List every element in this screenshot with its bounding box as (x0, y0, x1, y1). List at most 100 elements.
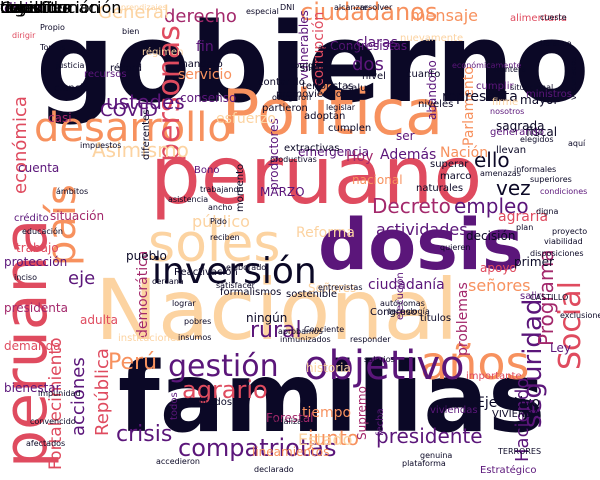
cloud-word: inmunizados (280, 335, 331, 344)
cloud-word: DNI (280, 3, 295, 12)
cloud-word: dos (352, 54, 384, 75)
cloud-word: nosotros (490, 107, 525, 116)
cloud-word: objetivo (304, 343, 465, 389)
cloud-word: económica (10, 96, 31, 194)
cloud-word: Conciente (304, 325, 345, 334)
cloud-word: amenazas (480, 169, 521, 178)
cloud-word: Política (222, 76, 444, 149)
cloud-word: soles (148, 214, 281, 274)
cloud-word: superiores (530, 175, 572, 184)
cloud-word: partieron (262, 103, 308, 114)
cloud-word: bienestar (4, 381, 61, 395)
cloud-word: Fortalecimiento (46, 337, 66, 470)
cloud-word: mayor (520, 93, 559, 107)
cloud-word: mensaje (410, 6, 478, 25)
cloud-word: Propio (40, 23, 65, 32)
cloud-word: Además (380, 147, 437, 163)
cloud-word: Asimismo (92, 138, 189, 162)
cloud-word: Ejecutivo (476, 395, 541, 411)
cloud-word: consenso (180, 91, 237, 105)
cloud-word: TERRORES (498, 447, 542, 456)
cloud-word: exclusiones (560, 311, 600, 320)
cloud-word: eje (68, 268, 96, 289)
cloud-word: dosis (318, 204, 524, 286)
cloud-word: señores (468, 276, 531, 295)
cloud-word: cuenta (18, 161, 60, 175)
cloud-word: tecnología (388, 307, 430, 316)
cloud-word: cumplen (328, 123, 372, 134)
cloud-word: promoviendo (276, 89, 342, 100)
cloud-word: ancho (208, 203, 233, 212)
cloud-word: cuanto (406, 69, 441, 80)
cloud-word: historia (306, 361, 351, 375)
cloud-word: reciben (210, 233, 240, 242)
cloud-word: agrario (182, 376, 268, 404)
cloud-word: plan (516, 223, 534, 232)
cloud-word: salarios (364, 355, 395, 364)
cloud-word: quieren (440, 243, 471, 252)
cloud-word: económicamente (452, 61, 522, 70)
cloud-word: balance (540, 39, 572, 48)
cloud-word: público (192, 212, 250, 231)
cloud-word: peruano (150, 129, 483, 222)
cloud-word: adoptan (304, 111, 346, 122)
cloud-word: viviendas (430, 405, 478, 416)
cloud-word: trabajo (16, 241, 59, 255)
cloud-word: cerca (0, 0, 44, 17)
cloud-word: demanda (4, 339, 61, 353)
cloud-word: digna (536, 207, 559, 216)
cloud-word: educación (22, 227, 63, 236)
cloud-word: vez (496, 176, 531, 200)
cloud-word: inversión (152, 251, 317, 292)
cloud-word: CASTILLO (530, 293, 569, 302)
cloud-word: Reforma (296, 225, 355, 241)
cloud-word: urgentes (0, 0, 72, 17)
cloud-word: Estado (298, 430, 353, 449)
cloud-word: República (92, 348, 113, 436)
cloud-word: Nacional (95, 261, 459, 359)
cloud-word: afectados (26, 439, 66, 448)
cloud-word: junto (308, 426, 359, 450)
cloud-word: situación (50, 209, 105, 223)
cloud-word: casi (48, 111, 72, 125)
cloud-word: bien (122, 27, 140, 36)
cloud-word: VIVIENDA (492, 409, 540, 420)
cloud-word: importante (466, 371, 522, 382)
cloud-word: Congresistas (330, 39, 408, 53)
cloud-word: fiscalizar (270, 417, 306, 426)
cloud-word: Forestal (266, 411, 314, 425)
cloud-word: presidente (376, 424, 483, 448)
cloud-word: Bono (194, 165, 220, 176)
cloud-word: vacunados (569, 56, 578, 100)
cloud-word: pueblo (126, 249, 167, 263)
cloud-word: aprobamos (278, 327, 323, 336)
cloud-word: accedieron (156, 457, 200, 466)
cloud-word: firme (492, 97, 519, 108)
cloud-word: pobres (184, 317, 212, 326)
cloud-word: formalismos (220, 287, 282, 298)
cloud-word: crédito (14, 213, 49, 224)
cloud-word: compatriotas (178, 434, 337, 462)
cloud-word: insumos (178, 333, 212, 342)
cloud-word: frontera (494, 65, 527, 74)
cloud-word: Estratégico (480, 465, 537, 476)
cloud-word: Supremo (355, 386, 369, 440)
cloud-word: Ley (550, 341, 571, 355)
cloud-word: aprendizajes (116, 3, 167, 12)
cloud-word: ámbitos (56, 187, 89, 196)
cloud-word: legal (0, 0, 39, 17)
cloud-word: apoyo (480, 261, 517, 275)
cloud-word: sostenible (286, 289, 338, 300)
cloud-word: nuevamente (400, 33, 464, 44)
cloud-word: especial (246, 7, 279, 16)
cloud-word: fin (196, 39, 214, 55)
cloud-word: adulta (80, 313, 118, 327)
cloud-word: colectivo (0, 0, 72, 17)
cloud-word: elaborado (226, 263, 267, 272)
cloud-word: proyecto (552, 227, 588, 236)
cloud-word: decidido (0, 0, 68, 17)
cloud-word: asistencia (168, 195, 209, 204)
cloud-word: resultados (180, 397, 233, 408)
cloud-word: empleo (454, 194, 529, 218)
cloud-word: salud (346, 83, 373, 94)
